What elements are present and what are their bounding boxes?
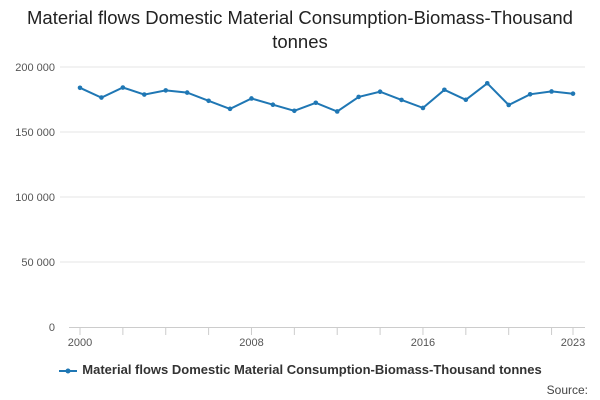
y-tick-label: 200 000 — [15, 62, 55, 74]
data-point[interactable] — [206, 98, 211, 104]
data-points — [77, 80, 576, 114]
data-point[interactable] — [77, 85, 83, 91]
y-tick-label: 100 000 — [15, 192, 55, 204]
data-point[interactable] — [142, 92, 147, 97]
data-point[interactable] — [249, 96, 254, 101]
data-point[interactable] — [184, 90, 190, 95]
legend-line-marker-icon — [59, 368, 78, 374]
data-point[interactable] — [463, 97, 469, 103]
data-point[interactable] — [484, 80, 490, 86]
gridlines — [60, 66, 585, 263]
data-point[interactable] — [227, 106, 233, 112]
y-tick-label: 0 — [49, 322, 55, 334]
data-point[interactable] — [120, 85, 126, 90]
chart-title: Material flows Domestic Material Consump… — [27, 7, 573, 52]
data-point[interactable] — [377, 89, 383, 94]
data-point[interactable] — [442, 87, 447, 93]
data-point[interactable] — [334, 109, 340, 114]
data-point[interactable] — [99, 95, 104, 100]
data-point[interactable] — [506, 102, 511, 108]
data-point[interactable] — [570, 91, 576, 96]
data-point[interactable] — [270, 102, 276, 107]
y-tick-label: 150 000 — [15, 127, 55, 139]
y-tick-label: 50 000 — [21, 257, 55, 269]
y-axis: 0 50 000 100 000 150 000 200 000 — [15, 62, 55, 334]
x-axis: 2000 2008 2016 2023 — [68, 327, 585, 349]
data-point[interactable] — [399, 97, 404, 103]
data-point[interactable] — [549, 89, 554, 94]
source-label: Source: — [546, 383, 588, 397]
data-point[interactable] — [356, 94, 361, 100]
data-point[interactable] — [527, 92, 533, 97]
x-tick-label: 2016 — [411, 337, 435, 349]
data-point[interactable] — [292, 108, 297, 114]
data-point[interactable] — [420, 105, 426, 111]
x-tick-label: 2000 — [68, 337, 92, 349]
data-point[interactable] — [163, 88, 169, 93]
x-tick-label: 2008 — [239, 337, 263, 349]
x-tick-label: 2023 — [561, 337, 585, 349]
series-line — [79, 81, 574, 113]
legend-label: Material flows Domestic Material Consump… — [82, 362, 542, 377]
data-point[interactable] — [313, 100, 319, 106]
legend[interactable]: Material flows Domestic Material Consump… — [0, 362, 600, 377]
